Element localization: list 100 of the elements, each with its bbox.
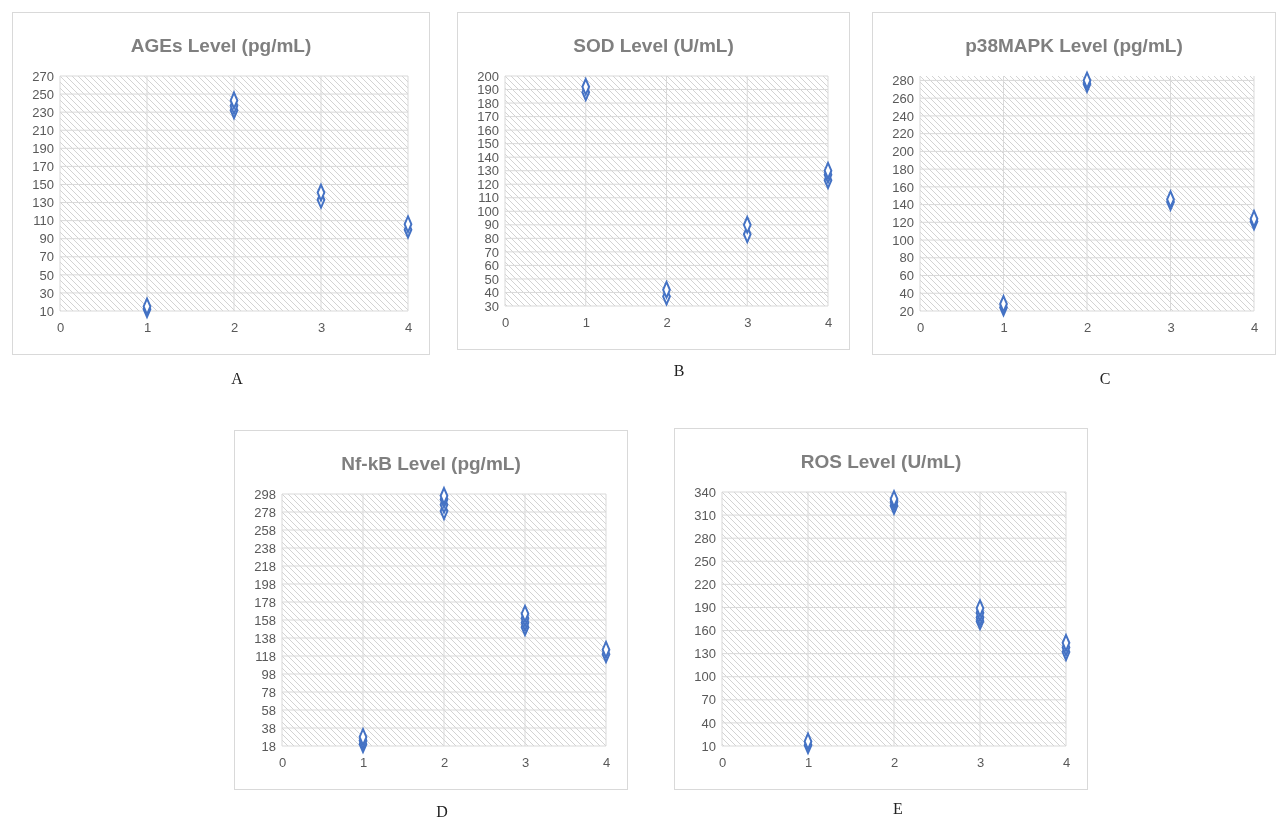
x-tick-label: 4 bbox=[1250, 320, 1259, 336]
y-tick-label: 220 bbox=[694, 577, 716, 593]
text: A bbox=[230, 370, 244, 388]
y-tick-label: 178 bbox=[254, 594, 276, 610]
y-tick-label: 130 bbox=[694, 646, 716, 662]
x-tick-label: 4 bbox=[1062, 755, 1071, 771]
y-tick-label: 78 bbox=[261, 684, 276, 700]
y-tick-label: 200 bbox=[477, 68, 499, 84]
text: C bbox=[1098, 370, 1112, 388]
x-tick-label: 3 bbox=[1167, 320, 1175, 336]
x-tick-label: 0 bbox=[916, 320, 925, 336]
chart-title: SOD Level (U/mL) bbox=[573, 35, 734, 56]
y-tick-label: 130 bbox=[32, 195, 54, 211]
y-tick-label: 120 bbox=[892, 214, 914, 230]
y-tick-label: 200 bbox=[892, 144, 914, 160]
y-tick-label: 340 bbox=[694, 484, 716, 500]
y-tick-label: 40 bbox=[484, 285, 499, 301]
y-tick-label: 50 bbox=[484, 271, 499, 287]
y-tick-label: 80 bbox=[484, 231, 499, 247]
x-tick-label: 2 bbox=[663, 315, 671, 331]
x-tick-label: 0 bbox=[501, 315, 510, 331]
y-tick-label: 270 bbox=[32, 68, 54, 84]
y-tick-label: 18 bbox=[261, 738, 276, 754]
x-tick-label: 4 bbox=[602, 755, 611, 771]
x-tick-label: 0 bbox=[278, 755, 287, 771]
y-tick-label: 138 bbox=[254, 630, 276, 646]
y-tick-label: 250 bbox=[32, 86, 54, 102]
y-tick-label: 50 bbox=[39, 267, 54, 283]
chart-title: ROS Level (U/mL) bbox=[800, 451, 962, 472]
y-tick-label: 160 bbox=[892, 179, 914, 195]
x-tick-label: 3 bbox=[744, 315, 752, 331]
y-tick-label: 170 bbox=[477, 109, 499, 125]
y-tick-label: 280 bbox=[694, 530, 716, 546]
y-tick-label: 60 bbox=[484, 258, 499, 274]
y-tick-label: 190 bbox=[477, 82, 499, 98]
text: E bbox=[892, 800, 904, 818]
y-tick-label: 110 bbox=[478, 190, 499, 206]
y-tick-label: 190 bbox=[32, 140, 54, 156]
y-tick-label: 80 bbox=[899, 250, 914, 266]
x-tick-label: 3 bbox=[976, 755, 985, 771]
y-tick-label: 100 bbox=[477, 203, 499, 219]
y-tick-label: 40 bbox=[701, 715, 716, 731]
y-tick-label: 150 bbox=[477, 136, 499, 152]
y-tick-label: 310 bbox=[694, 507, 716, 523]
y-tick-label: 198 bbox=[254, 576, 276, 592]
x-tick-label: 4 bbox=[404, 320, 413, 336]
y-tick-label: 40 bbox=[899, 285, 914, 301]
x-tick-label: 3 bbox=[317, 320, 326, 336]
y-tick-label: 280 bbox=[892, 73, 914, 89]
chart-title: Nf-kB Level (pg/mL) bbox=[341, 453, 521, 474]
x-tick-label: 1 bbox=[804, 755, 813, 771]
y-tick-label: 260 bbox=[892, 90, 914, 106]
x-tick-label: 0 bbox=[56, 320, 65, 336]
y-tick-label: 90 bbox=[39, 231, 54, 247]
text: B bbox=[672, 362, 686, 380]
x-tick-label: 2 bbox=[890, 755, 899, 771]
y-tick-label: 250 bbox=[694, 553, 716, 569]
y-tick-label: 160 bbox=[694, 623, 716, 639]
y-tick-label: 190 bbox=[694, 600, 716, 616]
y-tick-label: 70 bbox=[39, 249, 54, 265]
y-tick-label: 110 bbox=[33, 213, 54, 229]
y-tick-label: 30 bbox=[39, 285, 54, 301]
y-tick-label: 20 bbox=[899, 303, 914, 319]
y-tick-label: 230 bbox=[32, 104, 54, 120]
y-tick-label: 10 bbox=[701, 738, 716, 754]
y-tick-label: 100 bbox=[892, 232, 914, 248]
y-tick-label: 158 bbox=[254, 612, 276, 628]
y-tick-label: 180 bbox=[477, 95, 499, 111]
text: D bbox=[435, 803, 449, 821]
x-tick-label: 1 bbox=[359, 755, 368, 771]
y-tick-label: 90 bbox=[484, 217, 499, 233]
y-tick-label: 140 bbox=[892, 197, 914, 213]
y-tick-label: 70 bbox=[484, 244, 499, 260]
y-tick-label: 220 bbox=[892, 126, 914, 142]
y-tick-label: 258 bbox=[254, 522, 276, 538]
y-tick-label: 118 bbox=[255, 648, 276, 664]
y-tick-label: 60 bbox=[899, 268, 914, 284]
y-tick-label: 210 bbox=[32, 122, 54, 138]
x-tick-label: 1 bbox=[582, 315, 590, 331]
chart-title: p38MAPK Level (pg/mL) bbox=[965, 35, 1183, 56]
x-tick-label: 0 bbox=[718, 755, 727, 771]
y-tick-label: 238 bbox=[254, 540, 276, 556]
y-tick-label: 120 bbox=[477, 176, 499, 192]
x-tick-label: 1 bbox=[1000, 320, 1008, 336]
y-tick-label: 130 bbox=[477, 163, 499, 179]
y-tick-label: 58 bbox=[261, 702, 276, 718]
y-tick-label: 240 bbox=[892, 108, 914, 124]
y-tick-label: 150 bbox=[32, 177, 54, 193]
chart-title: AGEs Level (pg/mL) bbox=[130, 35, 312, 56]
y-tick-label: 160 bbox=[477, 122, 499, 138]
x-tick-label: 1 bbox=[143, 320, 152, 336]
y-tick-label: 180 bbox=[892, 161, 914, 177]
y-tick-label: 10 bbox=[39, 303, 54, 319]
y-tick-label: 98 bbox=[261, 666, 276, 682]
x-tick-label: 2 bbox=[230, 320, 239, 336]
x-tick-label: 2 bbox=[1083, 320, 1092, 336]
y-tick-label: 100 bbox=[694, 669, 716, 685]
y-tick-label: 278 bbox=[254, 504, 276, 520]
y-tick-label: 38 bbox=[261, 720, 276, 736]
y-tick-label: 140 bbox=[477, 149, 499, 165]
